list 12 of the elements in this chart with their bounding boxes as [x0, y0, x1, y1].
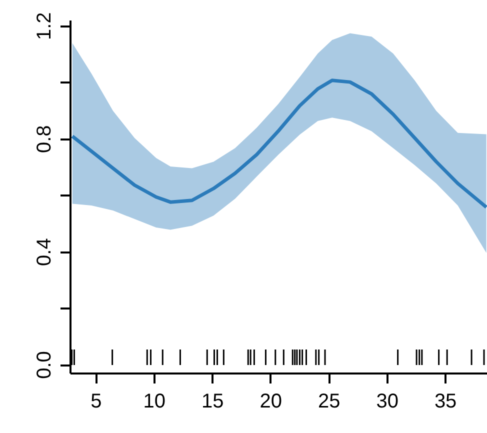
y-tick-label: 0.8: [34, 125, 56, 154]
x-tick-label: 35: [434, 390, 457, 412]
x-tick-label: 30: [376, 390, 398, 412]
y-tick-label: 0.0: [34, 351, 56, 379]
y-tick-label: 1.2: [34, 12, 56, 40]
x-tick-label: 10: [143, 390, 166, 412]
x-tick-label: 5: [90, 390, 102, 412]
x-tick-label: 25: [318, 390, 340, 412]
line-series: [70, 78, 487, 209]
y-tick-label: 0.4: [34, 238, 56, 266]
x-tick-label: 20: [260, 390, 282, 412]
x-tick-label: 15: [201, 390, 224, 412]
